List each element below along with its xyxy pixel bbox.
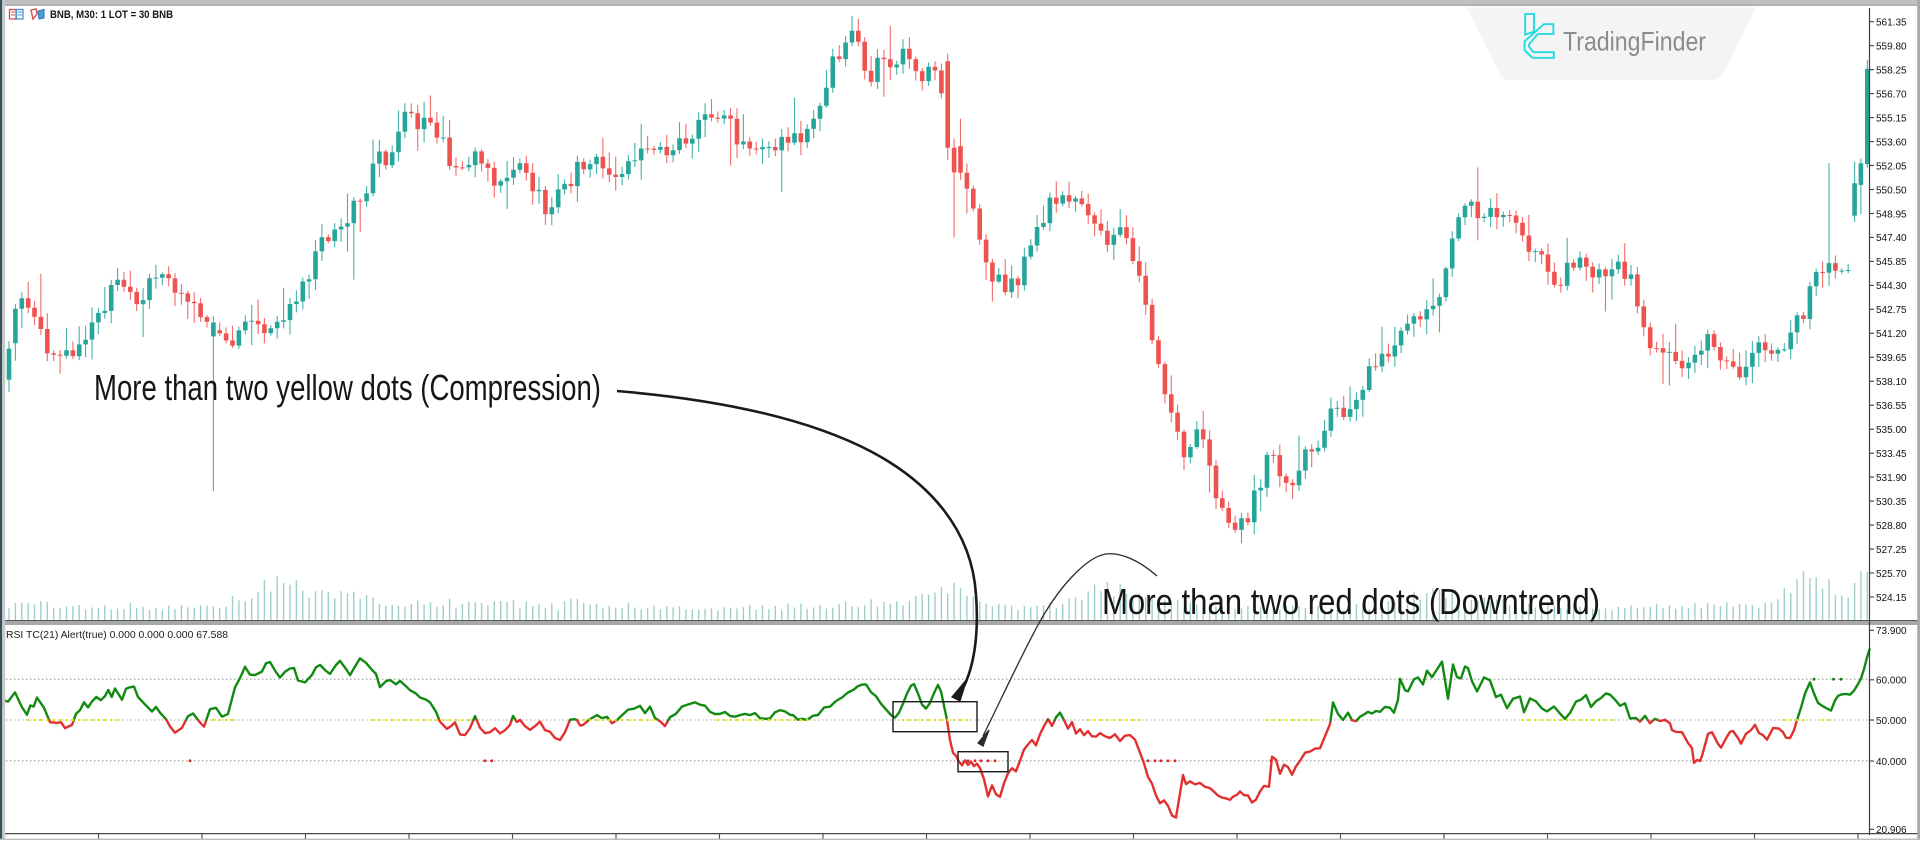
svg-text:552.05: 552.05 xyxy=(1876,161,1907,172)
svg-text:530.35: 530.35 xyxy=(1876,497,1907,508)
svg-text:559.80: 559.80 xyxy=(1876,42,1907,53)
svg-text:527.25: 527.25 xyxy=(1876,545,1907,556)
svg-text:TradingFinder: TradingFinder xyxy=(1563,27,1706,57)
svg-text:524.15: 524.15 xyxy=(1876,593,1907,604)
svg-text:40.000: 40.000 xyxy=(1876,757,1907,768)
svg-text:561.35: 561.35 xyxy=(1876,18,1907,29)
svg-text:547.40: 547.40 xyxy=(1876,233,1907,244)
svg-text:More than two red dots (Downtr: More than two red dots (Downtrend) xyxy=(1102,581,1600,622)
svg-text:536.55: 536.55 xyxy=(1876,401,1907,412)
svg-text:20.906: 20.906 xyxy=(1876,825,1907,836)
svg-text:531.90: 531.90 xyxy=(1876,473,1907,484)
svg-text:539.65: 539.65 xyxy=(1876,353,1907,364)
svg-text:73.900: 73.900 xyxy=(1876,626,1907,637)
svg-text:542.75: 542.75 xyxy=(1876,305,1907,316)
svg-text:533.45: 533.45 xyxy=(1876,449,1907,460)
svg-text:RSI TC(21) Alert(true) 0.000 0: RSI TC(21) Alert(true) 0.000 0.000 0.000… xyxy=(6,629,228,641)
svg-text:538.10: 538.10 xyxy=(1876,377,1907,388)
svg-text:60.000: 60.000 xyxy=(1876,676,1907,687)
svg-text:BNB, M30: 1 LOT = 30 BNB: BNB, M30: 1 LOT = 30 BNB xyxy=(50,9,173,21)
svg-text:553.60: 553.60 xyxy=(1876,137,1907,148)
svg-text:More than two yellow dots (Com: More than two yellow dots (Compression) xyxy=(94,367,601,408)
svg-text:556.70: 556.70 xyxy=(1876,89,1907,100)
svg-text:535.00: 535.00 xyxy=(1876,425,1907,436)
svg-text:548.95: 548.95 xyxy=(1876,209,1907,220)
svg-text:545.85: 545.85 xyxy=(1876,257,1907,268)
svg-text:541.20: 541.20 xyxy=(1876,329,1907,340)
svg-text:558.25: 558.25 xyxy=(1876,65,1907,76)
svg-text:555.15: 555.15 xyxy=(1876,113,1907,124)
svg-text:544.30: 544.30 xyxy=(1876,281,1907,292)
svg-text:528.80: 528.80 xyxy=(1876,521,1907,532)
svg-text:50.000: 50.000 xyxy=(1876,716,1907,727)
svg-text:525.70: 525.70 xyxy=(1876,569,1907,580)
svg-text:550.50: 550.50 xyxy=(1876,185,1907,196)
